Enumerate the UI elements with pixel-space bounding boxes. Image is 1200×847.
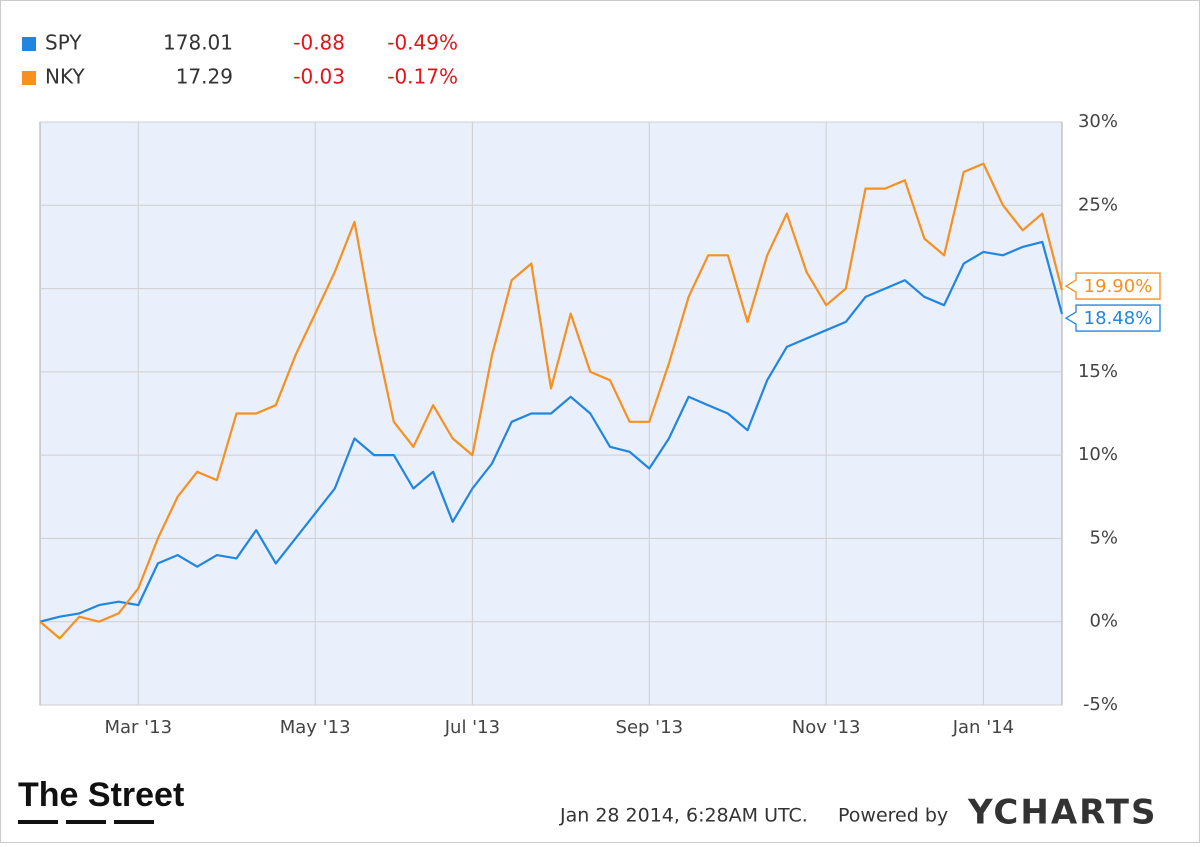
x-tick-label: Nov '13 [792, 717, 861, 738]
y-tick-label: 25% [1078, 194, 1118, 215]
legend-name: SPY [45, 31, 82, 55]
legend-swatch [22, 37, 36, 51]
y-tick-label: 15% [1078, 361, 1118, 382]
brand-logo: YCHARTS [967, 793, 1157, 833]
y-tick-label: -5% [1083, 694, 1118, 715]
timestamp: Jan 28 2014, 6:28AM UTC. [559, 805, 808, 827]
y-tick-label: 30% [1078, 111, 1118, 132]
x-tick-label: Sep '13 [616, 717, 684, 738]
legend-change: -0.03 [293, 65, 345, 89]
legend-name: NKY [45, 65, 85, 89]
legend-price: 178.01 [163, 31, 233, 55]
legend-change: -0.88 [293, 31, 345, 55]
x-tick-label: Jan '14 [952, 717, 1014, 738]
publisher-logo: The Street [18, 776, 184, 814]
logo-bar [66, 820, 106, 824]
logo-bar [114, 820, 154, 824]
end-label-box [1064, 304, 1161, 332]
x-tick-label: Mar '13 [104, 717, 172, 738]
legend-change-pct: -0.17% [387, 65, 458, 89]
x-tick-label: May '13 [280, 717, 351, 738]
end-label: 18.48% [1084, 308, 1153, 329]
end-label-box [1064, 272, 1161, 300]
series-line [39, 240, 1064, 623]
logo-bar [18, 820, 58, 824]
powered-by: Powered by [838, 805, 948, 827]
legend-price: 17.29 [176, 65, 233, 89]
y-tick-label: 5% [1089, 527, 1118, 548]
y-tick-label: 10% [1078, 444, 1118, 465]
x-tick-label: Jul '13 [444, 717, 500, 738]
legend-change-pct: -0.49% [387, 31, 458, 55]
y-tick-label: 0% [1089, 611, 1118, 632]
legend-swatch [22, 71, 36, 85]
series-line [39, 162, 1064, 640]
end-label: 19.90% [1084, 276, 1153, 297]
